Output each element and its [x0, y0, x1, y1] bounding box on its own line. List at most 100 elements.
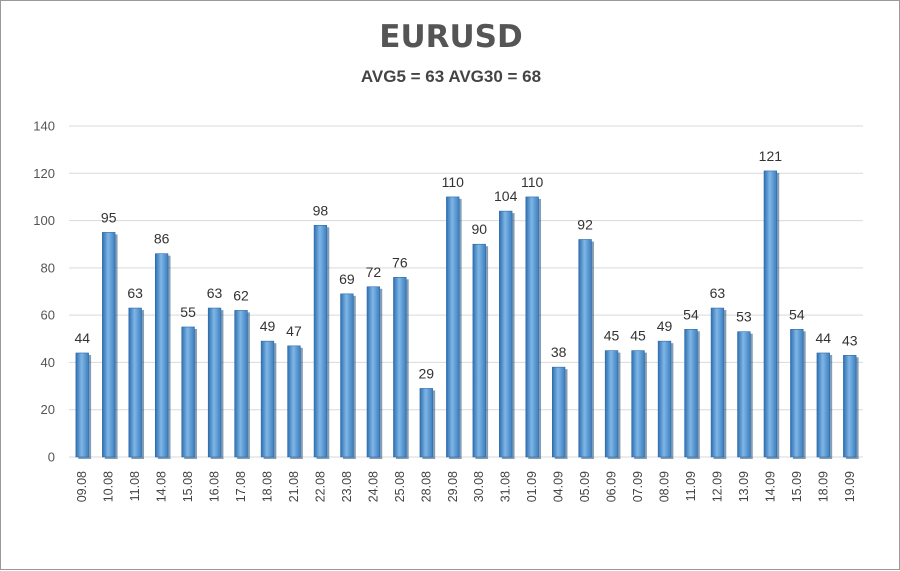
data-label: 76 [392, 254, 408, 270]
x-tick-label: 13.09 [737, 471, 751, 502]
y-tick-label: 20 [41, 402, 55, 417]
x-tick-label: 12.09 [710, 471, 724, 502]
bar [128, 307, 142, 458]
bar [525, 196, 539, 458]
chart-title: EURUSD [379, 19, 523, 55]
y-tick-label: 60 [41, 308, 55, 323]
data-label: 63 [127, 285, 143, 301]
data-label: 45 [630, 328, 646, 344]
bar [737, 331, 751, 458]
bar [790, 329, 804, 458]
y-tick-label: 140 [33, 119, 55, 134]
x-tick-label: 01.09 [525, 471, 539, 502]
y-axis-ticks: 0 20 40 60 80 100 120 140 [33, 119, 55, 465]
gridlines [69, 125, 863, 458]
x-tick-label: 09.08 [75, 471, 89, 502]
x-tick-label: 24.08 [366, 471, 380, 502]
x-tick-label: 18.09 [816, 471, 830, 502]
bars [75, 170, 859, 459]
y-tick-label: 80 [41, 260, 55, 275]
bar [604, 350, 619, 458]
data-label: 49 [657, 318, 673, 334]
bar [578, 239, 592, 458]
x-tick-label: 28.08 [419, 471, 433, 502]
bar [207, 307, 222, 458]
data-label: 63 [710, 285, 726, 301]
data-label: 29 [419, 365, 435, 381]
x-tick-label: 23.08 [340, 471, 354, 502]
bar [366, 286, 381, 458]
y-tick-label: 100 [33, 213, 55, 228]
x-tick-label: 07.09 [631, 471, 645, 502]
bar [446, 196, 460, 458]
bar [631, 350, 645, 458]
data-label: 53 [736, 309, 752, 325]
bar [181, 326, 195, 458]
data-label: 104 [494, 188, 518, 204]
bar [843, 355, 857, 458]
x-tick-label: 15.08 [181, 471, 195, 502]
x-tick-label: 06.09 [605, 471, 619, 502]
data-label: 121 [759, 148, 783, 164]
x-tick-label: 15.09 [790, 471, 804, 502]
bar [419, 388, 433, 458]
bar [287, 345, 301, 458]
bar [75, 352, 89, 458]
data-label: 49 [260, 318, 276, 334]
bar [499, 210, 513, 458]
x-axis-ticks: 09.08 10.08 11.08 14.08 15.08 16.08 17.08 18.08… [75, 471, 857, 502]
data-label: 62 [233, 287, 249, 303]
y-tick-label: 0 [48, 450, 55, 465]
bar [472, 243, 486, 458]
bar [102, 232, 116, 458]
data-label: 44 [74, 330, 90, 346]
x-tick-label: 19.09 [843, 471, 857, 502]
data-label: 110 [442, 174, 465, 190]
x-tick-label: 08.09 [658, 471, 672, 502]
bar [684, 329, 698, 458]
data-label: 98 [313, 202, 329, 218]
data-label: 55 [180, 304, 196, 320]
data-label: 86 [154, 231, 170, 247]
x-tick-label: 14.09 [763, 471, 777, 502]
x-tick-label: 05.09 [578, 471, 592, 502]
data-label: 72 [366, 264, 382, 280]
data-label: 44 [816, 330, 832, 346]
data-label: 69 [339, 271, 355, 287]
x-tick-label: 17.08 [234, 471, 248, 502]
bar [393, 277, 407, 458]
bar [313, 225, 328, 458]
bar [340, 293, 354, 458]
x-tick-label: 25.08 [393, 471, 407, 502]
data-label: 43 [842, 332, 858, 348]
x-tick-label: 18.08 [261, 471, 275, 502]
bar [260, 340, 275, 458]
bar [816, 352, 830, 458]
x-tick-label: 16.08 [208, 471, 222, 502]
x-tick-label: 04.09 [552, 471, 566, 502]
data-label: 47 [286, 323, 302, 339]
x-tick-label: 14.08 [155, 471, 169, 502]
data-label: 90 [471, 221, 487, 237]
data-label: 54 [789, 306, 805, 322]
chart-subtitle: AVG5 = 63 AVG30 = 68 [360, 67, 542, 86]
x-tick-label: 30.08 [472, 471, 486, 502]
bar [551, 366, 566, 458]
y-tick-label: 40 [41, 355, 55, 370]
x-tick-label: 31.08 [499, 471, 513, 502]
data-label: 38 [551, 344, 567, 360]
bar [657, 340, 672, 458]
data-label: 45 [604, 328, 620, 344]
data-label: 95 [101, 209, 117, 225]
data-label: 63 [207, 285, 223, 301]
y-tick-label: 120 [33, 166, 55, 181]
x-tick-label: 29.08 [446, 471, 460, 502]
x-tick-label: 22.08 [313, 471, 327, 502]
x-tick-label: 11.09 [684, 471, 698, 501]
bar [710, 307, 725, 458]
data-label: 54 [683, 306, 699, 322]
x-tick-label: 10.08 [102, 471, 116, 502]
